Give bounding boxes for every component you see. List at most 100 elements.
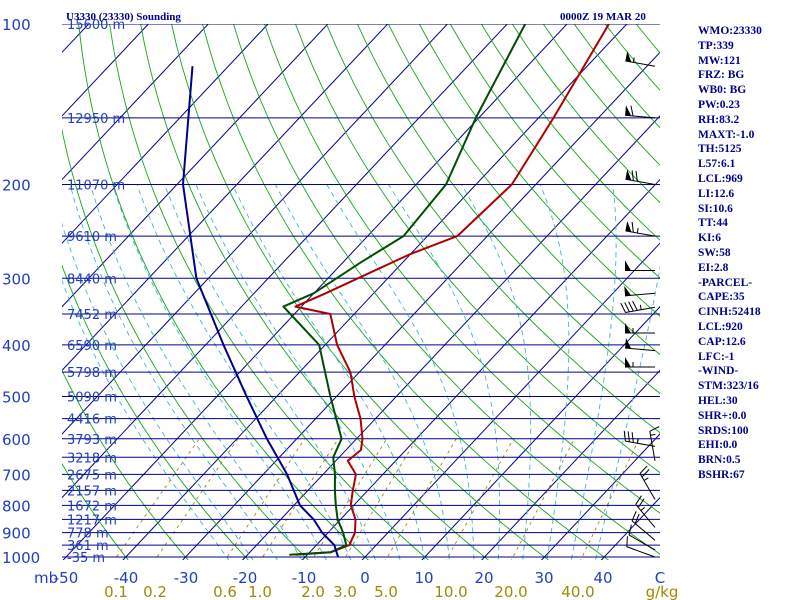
- wind-barb-flag: [634, 513, 640, 524]
- temperature-tick-label: C: [655, 569, 665, 587]
- wind-barb-flag: [635, 170, 638, 182]
- isotherm-line: [122, 24, 628, 560]
- wind-barb-staff: [628, 534, 656, 551]
- wind-barb-flag: [627, 431, 630, 442]
- wind-barb: [625, 323, 655, 334]
- wind-barb-staff: [631, 520, 656, 541]
- moist-adiabat-line: [275, 184, 450, 560]
- index-line: LCL:920: [698, 320, 743, 333]
- pressure-tick-label: 400: [2, 337, 31, 355]
- height-level-label: 3793 m: [67, 433, 117, 448]
- index-line: TP:339: [698, 39, 734, 52]
- temperature-tick-label: 20: [474, 569, 493, 587]
- wind-barb-flag: [624, 302, 630, 313]
- index-line: MAXT:-1.0: [698, 128, 755, 141]
- wind-barb-flag: [626, 536, 628, 547]
- index-line: TT:44: [698, 217, 728, 230]
- isotherm-line: [421, 306, 660, 560]
- wind-barb: [631, 511, 656, 541]
- sounding-time: 0000Z 19 MAR 20: [560, 11, 646, 23]
- wind-barb-staff: [626, 546, 656, 558]
- pressure-tick-label: 700: [2, 466, 31, 484]
- temperature-tick-label: -10: [292, 569, 317, 587]
- index-line: SRDS:100: [698, 424, 749, 437]
- dry-adiabat-line: [62, 369, 189, 560]
- mixing-ratio-tick-label: 5.0: [374, 583, 398, 600]
- index-line: CAP:12.6: [698, 335, 746, 348]
- height-level-label: 1217 m: [67, 513, 117, 528]
- wind-barb-half-flag: [639, 304, 642, 310]
- wind-barb-flag: [631, 221, 634, 233]
- wind-barb: [625, 338, 656, 352]
- mixing-ratio-tick-label: 0.1: [104, 583, 128, 600]
- index-line: CINH:52418: [698, 306, 761, 319]
- moist-adiabat-line: [164, 184, 376, 560]
- height-level-label: -35 m: [67, 551, 105, 566]
- wind-barbs: [620, 51, 660, 558]
- height-level-label: 5090 m: [67, 391, 117, 406]
- wind-barb-flag: [631, 511, 637, 522]
- wind-barb-half-flag: [643, 477, 649, 481]
- isotherm-line: [62, 24, 209, 181]
- height-level-label: 6590 m: [67, 339, 117, 354]
- mixing-ratio-line: [311, 438, 388, 560]
- mixing-ratio-tick-label: 0.2: [143, 583, 167, 600]
- height-level-label: 8440 m: [67, 272, 117, 287]
- isotherm-line: [241, 115, 660, 560]
- moist-adiabat-line: [62, 222, 254, 560]
- wind-barb-pennant: [625, 323, 631, 334]
- isotherm-line: [62, 24, 449, 435]
- wind-barb-flag: [649, 426, 660, 432]
- wind-barb-staff: [625, 440, 656, 447]
- wind-barb: [626, 536, 656, 558]
- wind-barb: [625, 260, 655, 271]
- isotherm-line: [62, 24, 568, 560]
- temperature-tick-label: -40: [114, 569, 139, 587]
- mixing-ratio-line: [224, 438, 306, 560]
- dry-adiabat-line: [62, 463, 129, 560]
- index-line: LCL:969: [698, 172, 743, 185]
- index-line: LFC:-1: [698, 350, 735, 363]
- wind-barb-staff: [639, 473, 656, 500]
- sounding-profiles: [182, 24, 610, 558]
- height-level-label: 2675 m: [67, 468, 117, 483]
- wind-barb-half-flag: [632, 57, 635, 63]
- index-line: LI:12.6: [698, 187, 735, 200]
- height-level-label: 1672 m: [67, 499, 117, 514]
- wind-barb-pennant: [625, 169, 632, 181]
- isotherm-line: [301, 178, 660, 560]
- index-line: MW:121: [698, 54, 741, 67]
- wind-barb-flag: [620, 302, 626, 313]
- wind-barb: [625, 169, 656, 185]
- moist-adiabat-line: [461, 184, 532, 560]
- pressure-tick-label: 800: [2, 497, 31, 515]
- moist-adiabat-line: [62, 279, 230, 560]
- mixing-ratio-tick-label: 40.0: [561, 583, 594, 600]
- index-line: BSHR:67: [698, 468, 745, 481]
- dry-adiabat-line: [202, 24, 610, 560]
- pressure-tick-label: 1000: [2, 549, 40, 567]
- isotherm-line: [62, 24, 389, 372]
- wind-barb-flag: [631, 432, 634, 443]
- wind-barb: [639, 465, 656, 500]
- temperature-tick-label: 40: [593, 569, 612, 587]
- wind-barb: [620, 300, 656, 313]
- index-line: BRN:0.5: [698, 454, 741, 467]
- wind-barb-flag: [628, 524, 632, 536]
- dry-adiabat-line: [62, 264, 249, 560]
- wind-barb: [625, 105, 656, 119]
- mixing-ratio-tick-label: 20.0: [494, 583, 527, 600]
- wind-barb-pennant: [624, 285, 632, 296]
- index-line: RH:83.2: [698, 113, 740, 126]
- moist-adiabat-line: [136, 184, 352, 560]
- moist-adiabat-line: [595, 265, 660, 560]
- height-level-label: 778 m: [67, 527, 109, 542]
- wind-barb-staff: [635, 504, 656, 528]
- temperature-tick-label: -50: [54, 569, 79, 587]
- dry-adiabat-line: [171, 24, 550, 560]
- wind-barb-half-flag: [636, 227, 639, 234]
- wind-barb-pennant: [625, 105, 632, 116]
- wind-barb-staff: [625, 114, 656, 119]
- index-line: STM:323/16: [698, 380, 759, 393]
